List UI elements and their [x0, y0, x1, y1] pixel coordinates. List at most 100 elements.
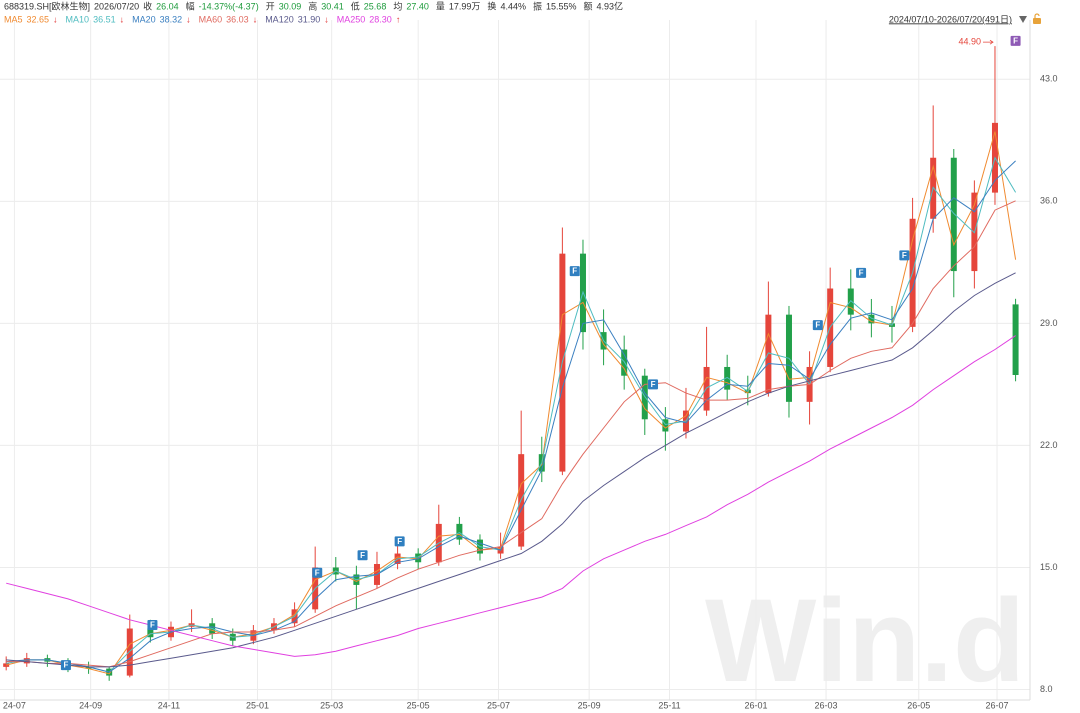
flag-label: F: [63, 661, 68, 670]
header-text: 688319.SH[欧林生物]: [4, 0, 90, 11]
header-text: 27.40: [406, 1, 429, 11]
candle-body: [456, 523, 463, 540]
header-text: MA250: [337, 14, 366, 24]
header-text: 15.55%: [546, 1, 577, 11]
x-tick-label: 25-07: [487, 700, 510, 710]
header-text: 38.32: [160, 14, 183, 24]
header-text: 幅: [186, 0, 195, 11]
y-tick-label: 15.0: [1040, 562, 1058, 572]
header-text: -14.37%(-4.37): [199, 1, 259, 11]
y-tick-label: 29.0: [1040, 318, 1058, 328]
flag-label: F: [572, 267, 577, 276]
flag-marker: [812, 320, 823, 331]
header-text: 开: [266, 1, 275, 11]
header-text: MA5: [4, 14, 23, 24]
candle-body: [641, 375, 648, 420]
x-tick-label: 26-07: [986, 700, 1009, 710]
flag-marker: [1010, 35, 1021, 46]
annotation: 44.90: [958, 37, 981, 47]
x-tick-label: 26-01: [745, 700, 768, 710]
flag-marker: [312, 567, 323, 578]
candle-body: [3, 663, 10, 667]
header-text: 换: [487, 0, 496, 11]
flag-label: F: [150, 621, 155, 630]
x-tick-label: 25-09: [578, 700, 601, 710]
flag-marker: [60, 660, 71, 671]
x-tick-label: 25-03: [320, 700, 343, 710]
flag-marker: [357, 550, 368, 561]
candle-body: [23, 658, 30, 664]
flag-label: F: [1013, 37, 1018, 46]
flag-label: F: [315, 568, 320, 577]
ma-line: [6, 272, 1016, 668]
plot-layer: Win.d 8.0 15.0 22.0 29.0 36.0 43.0 24-07 24-09 24…: [0, 20, 1058, 710]
candle-body: [662, 419, 669, 432]
flag-label: F: [902, 251, 907, 260]
header-text: 量: [436, 1, 445, 11]
flag-label: F: [360, 551, 365, 560]
header-text: 32.65: [27, 14, 50, 24]
header-text: ↓: [120, 14, 125, 24]
x-tick-label: 26-05: [907, 700, 930, 710]
header-text: 2026/07/20: [94, 1, 139, 11]
flag-marker: [899, 250, 910, 261]
header-text: ↓: [253, 14, 258, 24]
header-text: 31.90: [298, 14, 321, 24]
x-tick-label: 25-01: [246, 700, 269, 710]
flag-marker: [394, 536, 405, 547]
ma-line: [6, 335, 1016, 657]
lock-icon[interactable]: [1033, 13, 1041, 24]
candle-body: [85, 666, 92, 669]
header-text: 17.99万: [449, 1, 481, 11]
header-text: 4.44%: [500, 1, 526, 11]
header-text: 36.03: [226, 14, 249, 24]
header-text: 26.04: [156, 1, 179, 11]
flag-marker: [648, 379, 659, 390]
x-tick-label: 24-09: [79, 700, 102, 710]
candle-body: [126, 628, 133, 676]
flag-marker: [147, 620, 158, 631]
header-text: 高: [308, 0, 317, 11]
header-text: 36.51: [93, 14, 116, 24]
annotation-arrow: [982, 39, 994, 45]
ma-line: [6, 200, 1016, 668]
header-text: 30.09: [279, 1, 302, 11]
header-text: 30.41: [321, 1, 344, 11]
x-tick-label: 25-11: [658, 700, 680, 710]
ma-line: [6, 131, 1017, 675]
y-tick-label: 8.0: [1040, 684, 1053, 694]
header-text: ↓: [186, 14, 191, 24]
header-text: MA10: [66, 14, 90, 24]
x-tick-label: 26-03: [815, 700, 838, 710]
x-tick-label: 25-05: [407, 700, 430, 710]
watermark: Win.d: [705, 575, 1025, 707]
candle-body: [868, 314, 875, 324]
header-text: MA120: [265, 14, 294, 24]
header-text: ↓: [53, 14, 58, 24]
header-text: ↑: [396, 14, 401, 24]
header-text: 额: [584, 0, 593, 11]
header-text: 25.68: [364, 1, 387, 11]
header-text: 4.93亿: [597, 0, 624, 11]
y-tick-label: 22.0: [1040, 440, 1058, 450]
y-tick-label: 36.0: [1040, 196, 1058, 206]
y-tick-label: 43.0: [1040, 74, 1058, 84]
header-text: 振: [533, 0, 542, 11]
x-tick-label: 24-07: [3, 700, 26, 710]
candle-body: [724, 366, 731, 390]
candle-body: [950, 157, 957, 272]
header-text: 收: [143, 0, 152, 11]
candle-body: [147, 628, 154, 638]
candle-body: [1012, 304, 1019, 375]
range-dropdown[interactable]: [1019, 16, 1027, 23]
flag-marker: [569, 266, 580, 277]
flag-label: F: [859, 268, 864, 277]
header-text: 低: [351, 0, 360, 11]
flag-label: F: [815, 321, 820, 330]
flag-label: F: [397, 537, 402, 546]
candle-body: [415, 553, 422, 563]
flag-label: F: [651, 380, 656, 389]
range-label[interactable]: 2024/07/10-2026/07/20(491日): [889, 14, 1012, 24]
